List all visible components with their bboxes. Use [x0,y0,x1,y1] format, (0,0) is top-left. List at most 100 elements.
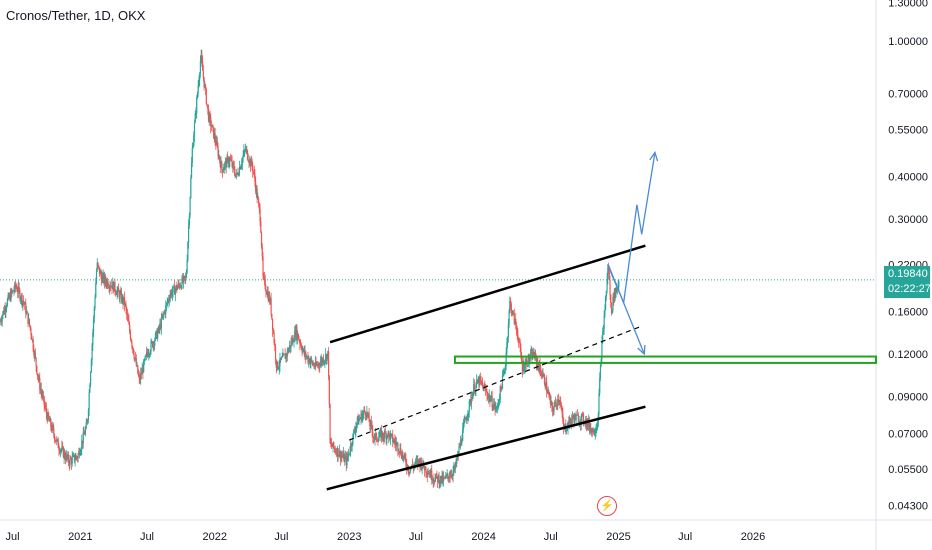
candle-body [453,466,456,470]
candle-body [154,340,156,346]
candle-body [199,60,201,74]
candle-body [3,308,6,314]
candle-body [152,342,154,347]
candle-body [236,172,238,174]
candle-body [308,358,310,362]
candle-body [392,441,395,443]
candle-body [113,282,115,292]
candle-body [313,366,316,368]
candle-body [500,386,502,388]
candle-body [283,354,285,355]
candle-body [613,288,616,301]
candle-body [104,276,106,282]
candle-body [611,309,613,314]
candle-body [68,462,70,466]
candle-body [400,447,402,455]
candle-body [160,317,162,329]
candle-body [207,108,210,122]
channel-upper-line [329,244,646,344]
y-tick-label: 0.09000 [888,392,928,404]
candle-body [350,443,352,452]
candle-body [162,313,165,315]
candle-body [586,419,588,427]
candle-body [81,440,84,444]
candle-body [297,333,299,339]
candle-body [192,146,194,149]
candle-body [331,446,333,448]
candle-body [105,281,107,285]
candle-body [48,418,50,422]
candle-body [581,414,583,417]
candle-body [475,384,477,391]
candle-body [297,333,299,340]
candle-body [414,464,416,466]
candle-body [290,341,292,348]
candle-body [430,470,432,478]
candle-body [0,321,2,323]
candle-body [441,474,443,482]
candle-body [380,430,382,432]
candle-body [330,443,333,447]
lightning-icon[interactable]: ⚡ [597,496,617,516]
candle-body [99,271,101,274]
candle-body [17,286,20,293]
candle-body [382,432,384,437]
candle-body [439,476,442,483]
candle-body [278,365,280,369]
candle-body [377,440,379,442]
candle-body [253,171,255,174]
candle-body [177,283,179,287]
candle-body [560,404,563,411]
candle-body [618,281,620,287]
candle-body [226,157,228,168]
candle-body [454,462,456,470]
candle-body [154,333,157,341]
candle-body [270,298,272,314]
candle-body [479,376,481,381]
candle-body [5,308,7,312]
candle-body [523,362,525,371]
candle-body [260,221,262,233]
candle-body [39,378,41,390]
candle-body [397,450,400,452]
candle-body [431,480,434,482]
candle-body [388,431,390,434]
candle-body [276,361,278,368]
candle-body [136,365,138,367]
candle-body [280,357,282,360]
y-tick-label: 1.30000 [888,0,928,9]
candle-body [593,433,596,435]
candle-body [488,395,490,397]
candle-body [63,451,65,458]
candle-body [20,294,22,299]
candle-body [24,303,26,305]
candle-body [66,454,68,458]
candle-body [484,387,487,391]
candle-body [20,298,22,300]
candle-body [73,454,76,461]
candle-body [227,157,229,165]
candle-body [504,369,506,371]
candle-body [574,414,577,421]
candle-body [551,401,553,406]
candle-body [12,290,14,292]
candle-body [547,392,549,394]
candle-body [390,433,392,435]
candle-body [7,295,9,300]
candle-body [148,354,151,355]
candle-body [435,473,437,477]
candle-body [188,215,190,226]
candle-body [580,416,582,424]
candle-body [599,364,602,379]
candle-body [396,443,398,444]
candle-body [62,447,64,458]
candle-body [11,290,14,293]
candle-body [476,379,478,385]
candle-body [470,397,473,404]
candle-body [238,174,240,176]
candle-body [11,290,13,293]
candle-body [305,351,307,358]
candle-body [234,172,236,177]
candle-body [77,454,79,459]
